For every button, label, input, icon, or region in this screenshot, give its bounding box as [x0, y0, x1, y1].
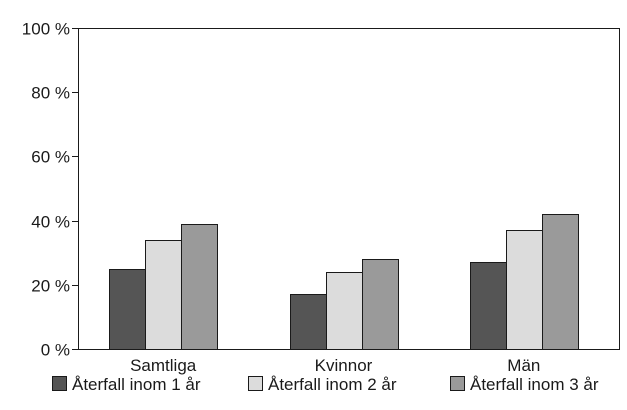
bar-samtliga-series-2: [145, 240, 182, 350]
legend-label: Återfall inom 1 år: [72, 375, 201, 394]
bars: [109, 214, 579, 350]
x-category-label: Män: [507, 356, 540, 375]
bar-m-n-series-2: [506, 230, 543, 350]
legend-swatch: [52, 376, 67, 391]
bar-kvinnor-series-3: [362, 259, 399, 350]
y-tick-label: 20 %: [31, 277, 70, 296]
y-axis: 0 % 20 % 40 % 60 % 80 % 100 %: [22, 20, 78, 360]
bar-kvinnor-series-2: [326, 272, 363, 350]
x-category-label: Samtliga: [130, 356, 197, 375]
bar-m-n-series-1: [470, 262, 507, 350]
y-tick-label: 80 %: [31, 84, 70, 103]
bar-kvinnor-series-1: [290, 294, 327, 350]
y-tick-label: 100 %: [22, 20, 70, 39]
x-axis: Samtliga Kvinnor Män: [130, 356, 540, 375]
y-tick-label: 40 %: [31, 213, 70, 232]
bar-samtliga-series-1: [109, 269, 146, 350]
legend-label: Återfall inom 3 år: [470, 375, 599, 394]
legend-label: Återfall inom 2 år: [268, 375, 397, 394]
legend: Återfall inom 1 år Återfall inom 2 år Åter…: [52, 375, 599, 394]
y-tick-label: 0 %: [41, 341, 70, 360]
legend-swatch: [450, 376, 465, 391]
y-tick-label: 60 %: [31, 148, 70, 167]
bar-samtliga-series-3: [181, 224, 218, 350]
legend-swatch: [248, 376, 263, 391]
bar-m-n-series-3: [542, 214, 579, 350]
x-category-label: Kvinnor: [315, 356, 373, 375]
